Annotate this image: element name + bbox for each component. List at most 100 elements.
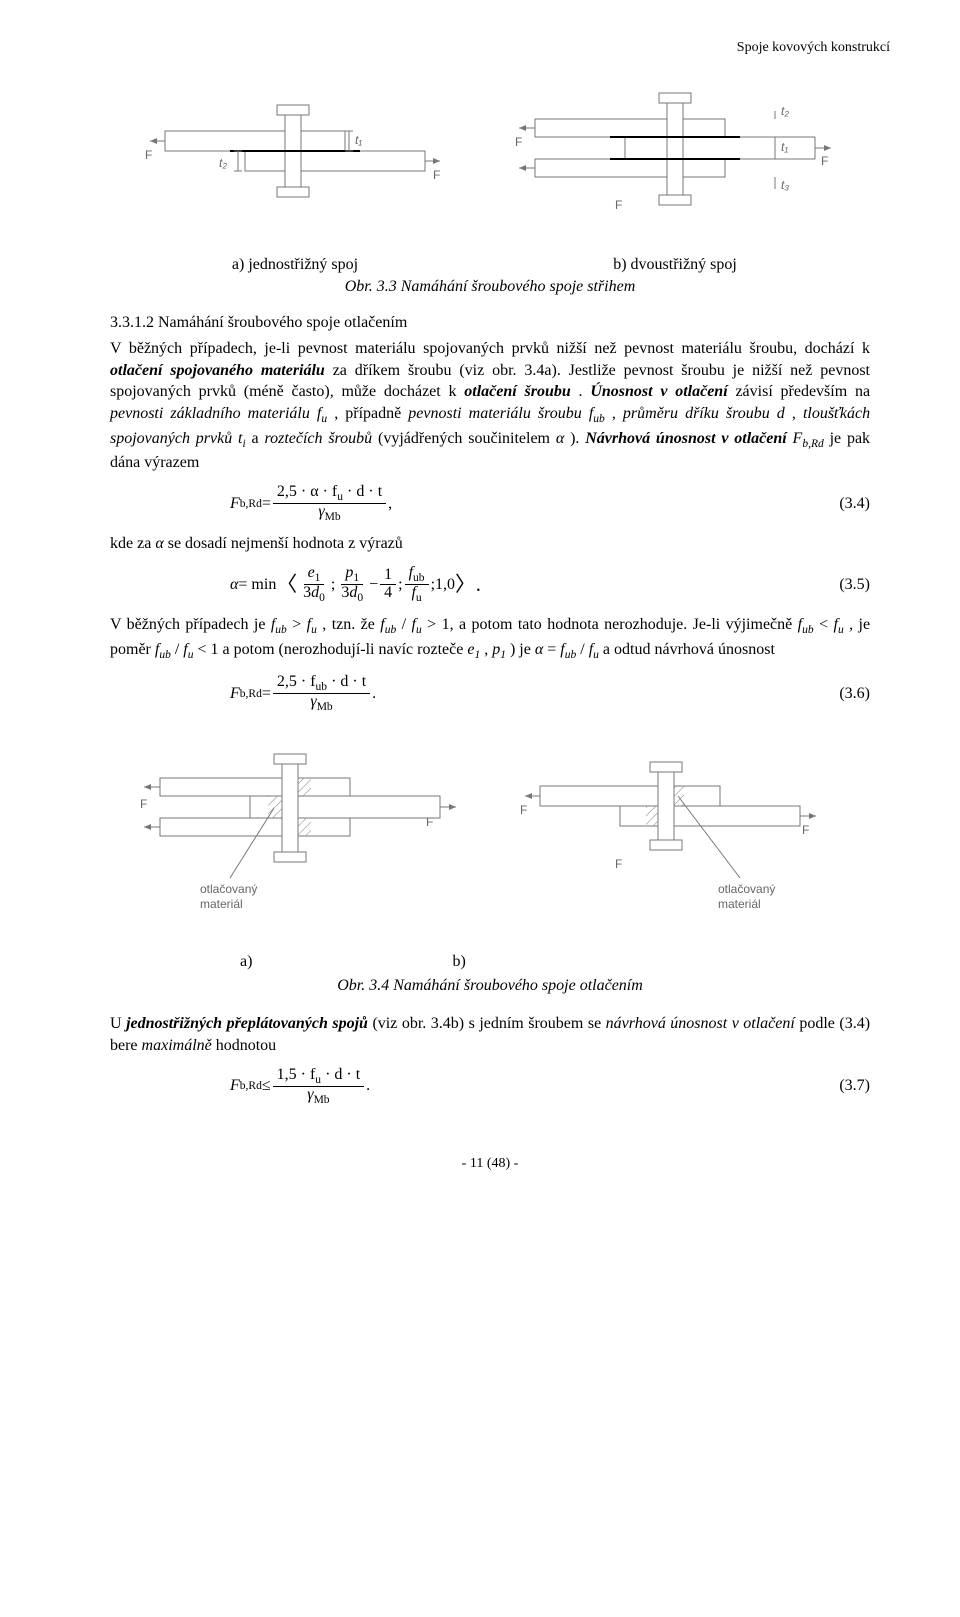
eq35-lead: = min [238,576,276,594]
p3y: / [580,641,588,658]
svg-text:t₃: t₃ [781,178,789,192]
p1-h-sub: u [321,413,327,425]
fig34-caption: Obr. 3.4 Namáhání šroubového spoje otlač… [110,977,870,995]
svg-text:t₁: t₁ [355,133,362,147]
eq34-tag: (3.4) [800,495,870,513]
eq34-F: F [230,495,240,512]
eq35-f2: p1 3d0 [337,565,367,605]
p1-u-sub: b,Rd [802,438,823,450]
fig34-label-a: a) [240,953,252,971]
p3a: V běžných případech je [110,616,271,633]
eq35-tail: 1,0 [435,576,455,594]
svg-text:F: F [426,815,433,829]
p1-f: Únosnost v otlačení [590,383,727,400]
fig-3-3b-svg: F F t₂ t₁ t₃ F [515,71,835,231]
eq36-dot: . [372,685,376,703]
p3rs: 1 [474,649,480,661]
p4b: jednostřižných přeplátovaných spojů [126,1015,368,1032]
equation-3-6: Fb,Rd = 2,5 · fub · d · t γMb . (3.6) [110,674,870,714]
eq35-sep2: ; [398,576,402,594]
p3bs: ub [275,625,287,637]
paragraph-2: kde za α se dosadí nejmenší hodnota z vý… [110,533,870,555]
eq35-f3d: 4 [380,585,396,602]
eq34-frac: 2,5 · α · fu · d · t γMb [273,484,386,524]
eq34-eq: = [262,495,271,513]
eq37-frac: 1,5 · fu · d · t γMb [273,1067,365,1107]
eq37-num: 1,5 · f [277,1066,316,1083]
svg-text:F: F [433,168,440,182]
p3aa: a odtud návrhová únosnost [603,641,775,658]
fig-3-3a-svg: F F t₁ t₂ [145,81,445,221]
eq36-num-tail: · d · t [327,673,366,690]
svg-text:F: F [802,823,809,837]
eq35-f4ds: u [416,592,422,604]
p4g: hodnotou [216,1037,276,1054]
fig-3-4b-svg: FF otlačovaný materiál F [520,738,840,928]
p3zs: u [593,649,599,661]
eq34-num: 2,5 · α · f [277,483,337,500]
svg-text:otlačovaný: otlačovaný [718,882,775,896]
eq37-F: F [230,1077,240,1094]
p1-r: ). [570,430,585,447]
p1-p: roztečích šroubů [264,430,372,447]
svg-text:otlačovaný: otlačovaný [200,882,257,896]
p3i: > 1, a potom tato hodnota nerozhoduje. J… [427,616,798,633]
eq37-den-sub: Mb [314,1094,330,1106]
p1-b: otlačení spojovaného materiálu [110,362,325,379]
p3v: α [535,641,543,658]
p2-b: se dosadí nejmenší hodnota z výrazů [168,535,403,552]
section-number: 3.3.1.2 [110,314,154,331]
p4d: návrhová únosnost v otlačení [606,1015,795,1032]
svg-text:materiál: materiál [200,897,243,911]
running-head: Spoje kovových konstrukcí [110,40,890,56]
fig33-caption: Obr. 3.3 Namáhání šroubového spoje střih… [110,278,870,296]
p1-d: otlačení šroubu [464,383,570,400]
svg-text:t₁: t₁ [781,140,788,154]
svg-text:t₂: t₂ [781,104,789,118]
p3hs: u [416,625,422,637]
p1-k: , [612,405,623,422]
p1-a: V běžných případech, je-li pevnost mater… [110,340,870,357]
eq35-f1ds: 0 [319,592,325,604]
eq36-F: F [230,685,240,702]
eq36-den-sub: Mb [317,701,333,713]
p3t: p [492,641,500,658]
svg-text:t₂: t₂ [219,156,227,170]
p1-g: závisí především na [735,383,870,400]
eq36-num-sub: ub [316,681,328,693]
p3q: < 1 a potom (nerozhodují-li navíc rozteč… [198,641,468,658]
svg-text:F: F [140,797,147,811]
p1-j-sub: ub [593,413,605,425]
eq36-eq: = [262,685,271,703]
p3ls: u [838,625,844,637]
p1-q: (vyjádřených součinitelem [378,430,556,447]
p1-i: , případně [334,405,408,422]
svg-text:F: F [515,135,522,149]
eq34-sub: b,Rd [240,498,262,510]
eq35-f1d: 3 [303,584,311,601]
fig-3-4a-svg: F F otlačovaný materiál [140,738,460,928]
eq37-tag: (3.7) [800,1077,870,1095]
eq35-f1: e1 3d0 [299,565,329,605]
p1-qit: α [556,430,564,447]
eq35-f2ns: 1 [353,572,359,584]
figure-3-3: F F t₁ t₂ F F t [110,71,870,231]
eq35-f1di: d [311,584,319,601]
eq35-sep1: ; [331,576,335,594]
eq35-tag: (3.5) [800,576,870,594]
eq36-frac: 2,5 · fub · d · t γMb [273,674,370,714]
p3u: ) je [510,641,535,658]
svg-text:F: F [821,154,828,168]
p1-j: pevnosti materiálu šroubu f [408,405,593,422]
fig33-label-a: a) jednostřižný spoj [145,256,445,274]
equation-3-7: Fb,Rd ≤ 1,5 · fu · d · t γMb . (3.7) [110,1067,870,1107]
eq37-sub: b,Rd [240,1080,262,1092]
svg-text:F: F [145,148,152,162]
paragraph-3: V běžných případech je fub > fu , tzn. ž… [110,614,870,663]
p3ns: ub [159,649,171,661]
figure-3-4: FF otlačovaný materiál FF [110,738,870,928]
p1-m: , [792,405,803,422]
p4a: U [110,1015,126,1032]
p2-a-it: α [155,535,163,552]
p2-a: kde za [110,535,155,552]
